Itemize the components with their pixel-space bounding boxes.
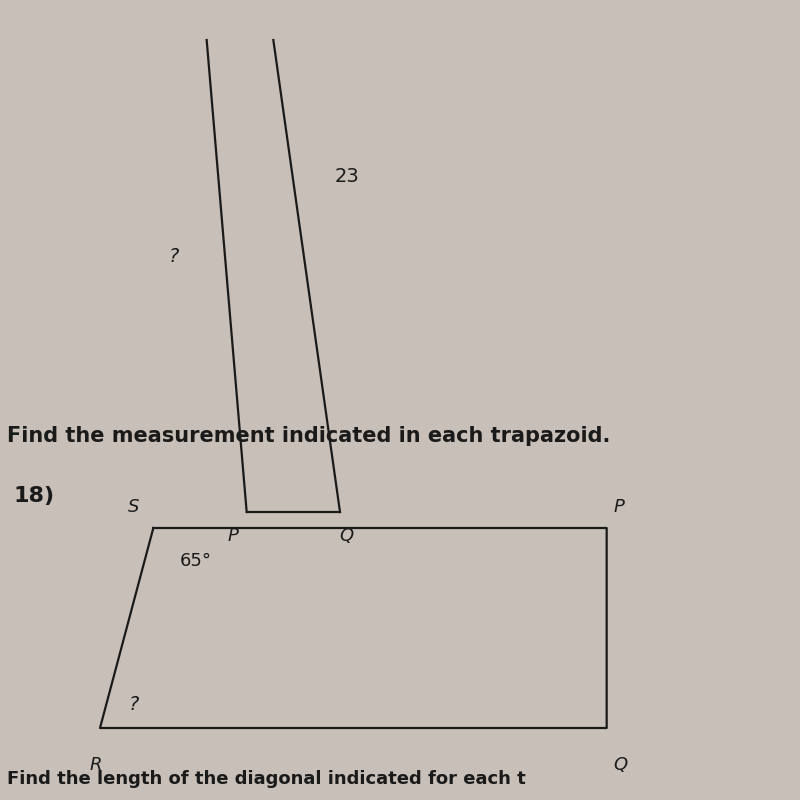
Text: 65°: 65°: [180, 552, 212, 570]
Text: R: R: [90, 756, 102, 774]
Text: 18): 18): [14, 486, 54, 506]
Text: Q: Q: [340, 527, 354, 545]
Text: S: S: [128, 498, 139, 516]
Text: ?: ?: [168, 246, 178, 266]
Text: Find the measurement indicated in each trapazoid.: Find the measurement indicated in each t…: [6, 426, 610, 446]
Text: Q: Q: [614, 756, 627, 774]
Text: P: P: [614, 498, 624, 516]
Text: ?: ?: [128, 694, 138, 714]
Text: 23: 23: [334, 166, 359, 186]
Text: P: P: [228, 527, 238, 545]
Text: Find the length of the diagonal indicated for each t: Find the length of the diagonal indicate…: [6, 770, 526, 788]
